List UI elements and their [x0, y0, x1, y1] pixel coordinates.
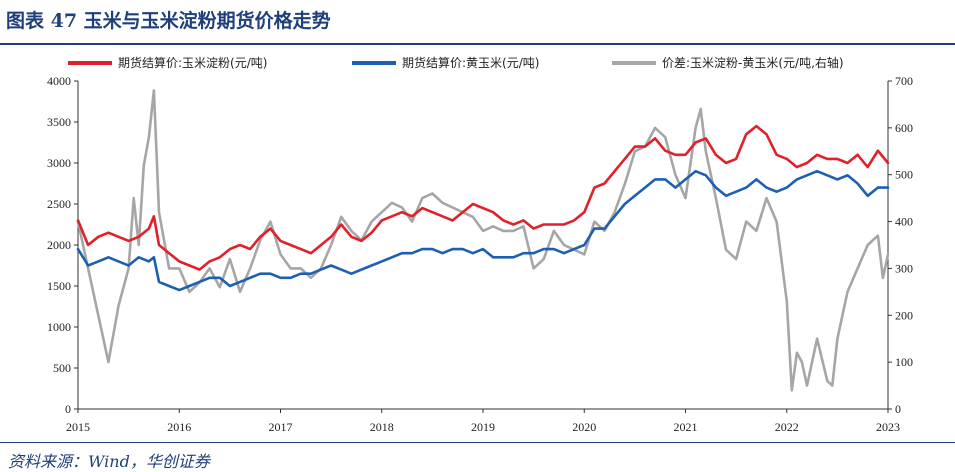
- y-tick-label: 1000: [47, 320, 71, 334]
- y2-tick-label: 400: [895, 215, 913, 229]
- legend-label-2: 价差:玉米淀粉-黄玉米(元/吨,右轴): [662, 55, 844, 70]
- x-tick-label: 2020: [572, 420, 596, 434]
- y-tick-label: 4000: [47, 74, 71, 88]
- x-tick-label: 2019: [471, 420, 495, 434]
- title-rule: [0, 43, 955, 45]
- y2-tick-label: 300: [895, 261, 913, 275]
- y-tick-label: 2000: [47, 238, 71, 252]
- series-line-0: [76, 124, 890, 271]
- y2-tick-label: 600: [895, 121, 913, 135]
- source-note: 资料来源：Wind，华创证券: [8, 452, 210, 471]
- series-line-2: [76, 89, 890, 392]
- legend-label-0: 期货结算价:玉米淀粉(元/吨): [118, 55, 267, 70]
- y-tick-label: 0: [65, 402, 71, 416]
- y-tick-label: 500: [53, 361, 71, 375]
- y2-tick-label: 0: [895, 402, 901, 416]
- x-tick-label: 2023: [876, 420, 900, 434]
- x-tick-label: 2015: [66, 420, 90, 434]
- y2-tick-label: 200: [895, 308, 913, 322]
- y2-tick-label: 100: [895, 355, 913, 369]
- x-tick-label: 2017: [269, 420, 293, 434]
- y-tick-label: 3500: [47, 115, 71, 129]
- x-tick-label: 2018: [370, 420, 394, 434]
- series-line-1: [76, 169, 890, 292]
- y-tick-label: 1500: [47, 279, 71, 293]
- source-rule: [0, 442, 955, 443]
- figure-title: 图表 47 玉米与玉米淀粉期货价格走势: [6, 10, 331, 32]
- y-tick-label: 3000: [47, 156, 71, 170]
- y-tick-label: 2500: [47, 197, 71, 211]
- y2-tick-label: 500: [895, 168, 913, 182]
- y2-tick-label: 700: [895, 74, 913, 88]
- x-tick-label: 2022: [775, 420, 799, 434]
- x-tick-label: 2016: [167, 420, 191, 434]
- legend-label-1: 期货结算价:黄玉米(元/吨): [402, 55, 539, 70]
- x-tick-label: 2021: [674, 420, 698, 434]
